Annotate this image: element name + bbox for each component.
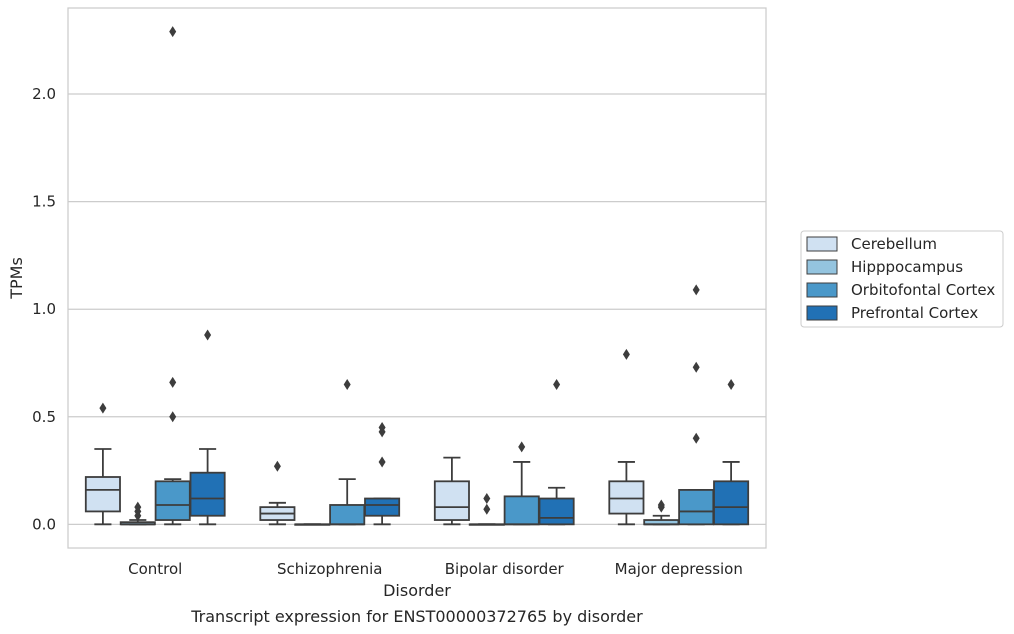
box-3-0	[608, 348, 645, 526]
box-1-0	[259, 460, 296, 526]
box-iqr	[154, 480, 191, 521]
outlier-point	[134, 501, 142, 513]
box-iqr	[189, 471, 226, 517]
legend-swatch	[806, 305, 838, 321]
y-tick-label: 0.5	[32, 408, 56, 426]
box-iqr	[608, 480, 645, 515]
box-1-1	[294, 523, 331, 526]
outlier-point	[343, 378, 351, 390]
x-tick-label: Major depression	[615, 560, 743, 578]
legend-label: Cerebellum	[851, 235, 937, 253]
chart-caption: Transcript expression for ENST0000037276…	[190, 607, 643, 626]
outlier-point	[169, 26, 177, 38]
outlier-point	[483, 503, 491, 515]
outlier-point	[378, 456, 386, 468]
box-iqr	[713, 480, 750, 526]
outlier-point	[553, 378, 561, 390]
box-2-0	[433, 456, 470, 526]
box-0-3	[189, 329, 226, 526]
y-tick-label: 0.0	[32, 515, 56, 533]
y-tick-label: 2.0	[32, 85, 56, 103]
legend: Cerebellum Hipppocampus Orbitofontal Corte…	[800, 230, 1004, 328]
y-axis-label: TPMs	[7, 257, 26, 300]
y-tick-label: 1.5	[32, 193, 56, 211]
box-iqr	[364, 497, 401, 517]
legend-label: Prefrontal Cortex	[851, 304, 978, 322]
box-3-3	[713, 378, 750, 526]
box-1-3	[364, 422, 401, 526]
outlier-point	[657, 499, 665, 511]
x-tick-label: Control	[128, 560, 182, 578]
box-iqr	[538, 497, 575, 526]
box-iqr	[433, 480, 470, 521]
outlier-point	[204, 329, 212, 341]
plot-frame	[67, 7, 767, 549]
x-tick-label: Schizophrenia	[277, 560, 382, 578]
outlier-point	[273, 460, 281, 472]
box-0-2	[154, 26, 191, 526]
x-axis-label: Disorder	[383, 581, 451, 600]
box-3-2	[678, 284, 715, 526]
outlier-point	[692, 284, 700, 296]
outlier-point	[378, 422, 386, 434]
outlier-point	[727, 378, 735, 390]
outlier-point	[169, 411, 177, 423]
x-tick-labels: Control Schizophrenia Bipolar disorder Majo…	[128, 560, 743, 578]
box-iqr	[678, 489, 715, 526]
legend-label: Orbitofontal Cortex	[851, 281, 995, 299]
box-iqr	[329, 504, 366, 526]
x-tick-label: Bipolar disorder	[445, 560, 565, 578]
outlier-point	[169, 376, 177, 388]
legend-swatch	[806, 236, 838, 252]
box-3-1	[643, 499, 680, 526]
box-2-3	[538, 378, 575, 526]
box-0-0	[84, 402, 121, 526]
outlier-point	[622, 348, 630, 360]
outlier-point	[483, 493, 491, 505]
box-0-1	[119, 501, 156, 526]
box-iqr	[503, 495, 540, 526]
legend-swatch	[806, 282, 838, 298]
box-iqr	[84, 476, 121, 513]
outlier-point	[692, 432, 700, 444]
y-tick-labels: 0.0 0.5 1.0 1.5 2.0	[32, 85, 56, 533]
outlier-point	[518, 441, 526, 453]
box-groups	[84, 26, 750, 526]
outlier-point	[99, 402, 107, 414]
outlier-point	[692, 361, 700, 373]
legend-frame	[800, 230, 1004, 328]
y-tick-label: 1.0	[32, 300, 56, 318]
legend-swatch	[806, 259, 838, 275]
legend-label: Hipppocampus	[851, 258, 963, 276]
